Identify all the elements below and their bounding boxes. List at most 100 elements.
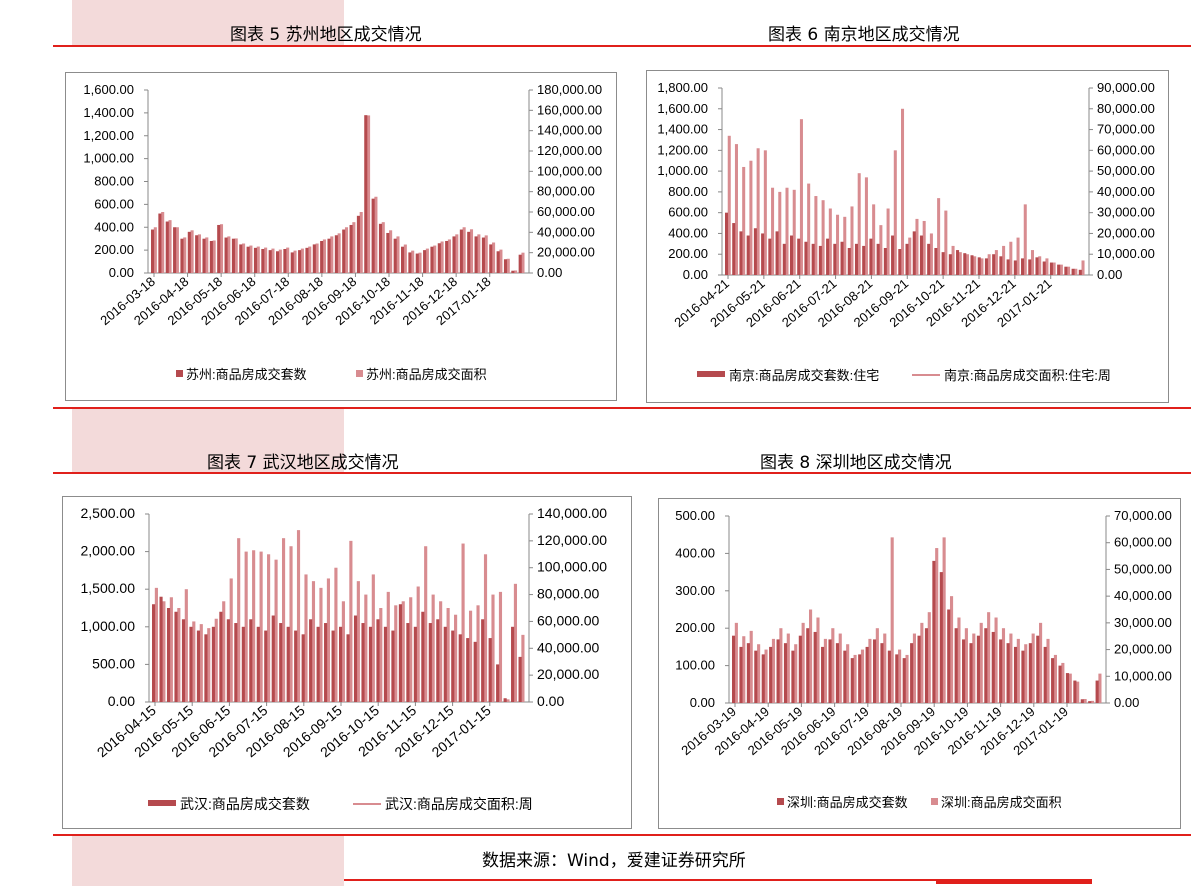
right-tick-label: 120,000.00 — [537, 143, 602, 158]
bar-secondary — [799, 119, 803, 275]
bar-primary — [1057, 264, 1061, 275]
bar-primary — [467, 231, 471, 273]
right-tick-label: 160,000.00 — [537, 102, 602, 117]
bar-secondary — [304, 574, 308, 702]
bar-secondary — [483, 554, 488, 702]
legend-swatch — [697, 371, 725, 377]
bar-secondary — [1061, 662, 1065, 703]
bar-secondary — [227, 236, 231, 273]
bar-primary — [761, 233, 765, 275]
bar-primary — [783, 643, 788, 703]
bar-secondary — [278, 249, 282, 273]
bar-secondary — [1009, 633, 1013, 703]
left-tick-label: 1,600.00 — [83, 82, 134, 97]
bar-primary — [173, 227, 177, 273]
bar-secondary — [381, 222, 385, 273]
bar-secondary — [734, 144, 738, 275]
bar-primary — [428, 623, 432, 702]
bar-primary — [1064, 266, 1068, 275]
right-tick-label: 90,000.00 — [1097, 80, 1155, 95]
bar-secondary — [850, 206, 854, 275]
bar-primary — [518, 254, 522, 273]
bar-primary — [180, 238, 184, 273]
bar-primary — [489, 244, 493, 273]
bar-primary — [239, 244, 243, 273]
left-tick-label: 1,200.00 — [83, 128, 134, 143]
bar-primary — [969, 643, 973, 703]
bar-secondary — [1039, 622, 1043, 703]
bar-secondary — [153, 227, 157, 273]
bar-secondary — [330, 236, 334, 273]
bar-primary — [209, 240, 213, 273]
bar-secondary — [367, 115, 371, 273]
bar-primary — [999, 639, 1003, 703]
bar-secondary — [778, 191, 782, 275]
bar-primary — [466, 638, 470, 702]
bar-secondary — [169, 597, 173, 702]
bar-primary — [298, 250, 302, 273]
right-tick-label: 30,000.00 — [1114, 615, 1172, 630]
bar-secondary — [359, 212, 363, 273]
right-tick-label: 30,000.00 — [1097, 205, 1155, 220]
right-tick-label: 70,000.00 — [1097, 122, 1155, 137]
bar-secondary — [1009, 241, 1013, 275]
bar-secondary — [244, 551, 248, 702]
bar-primary — [436, 619, 440, 702]
middle-title-rule — [53, 472, 1191, 474]
bar-primary — [984, 258, 988, 275]
bar-primary — [256, 626, 260, 702]
bar-primary — [496, 664, 500, 702]
bar-primary — [371, 198, 375, 273]
bar-primary — [948, 254, 952, 275]
bar-primary — [1078, 269, 1082, 275]
bar-secondary — [742, 166, 746, 275]
left-tick-label: 2,000.00 — [81, 543, 136, 559]
bar-primary — [905, 243, 909, 275]
bar-primary — [797, 238, 801, 275]
bar-secondary — [801, 622, 805, 703]
legend-label: 武汉:商品房成交面积:周 — [385, 796, 533, 812]
bar-primary — [286, 626, 290, 702]
bar-primary — [415, 253, 419, 273]
bar-secondary — [300, 248, 304, 273]
right-tick-label: 50,000.00 — [1114, 561, 1172, 576]
bar-secondary — [958, 252, 962, 275]
bar-secondary — [771, 638, 776, 703]
bar-primary — [346, 634, 350, 702]
bar-secondary — [1059, 264, 1063, 275]
left-tick-label: 0.00 — [690, 695, 715, 710]
bar-secondary — [506, 699, 510, 702]
bar-primary — [843, 650, 847, 703]
header-rule — [53, 45, 1191, 47]
bar-secondary — [1016, 638, 1020, 703]
bar-primary — [927, 243, 931, 275]
bar-primary — [776, 639, 780, 703]
bar-secondary — [1081, 260, 1085, 275]
bar-secondary — [161, 212, 165, 273]
bar-primary — [305, 247, 309, 273]
bar-secondary — [349, 540, 353, 702]
left-tick-label: 1,400.00 — [83, 105, 134, 120]
right-tick-label: 40,000.00 — [1097, 184, 1155, 199]
bar-primary — [1028, 259, 1032, 275]
bar-primary — [1073, 680, 1077, 703]
left-tick-label: 1,400.00 — [657, 122, 708, 137]
bar-secondary — [927, 612, 931, 703]
footer-rule — [344, 879, 936, 881]
bar-primary — [166, 608, 171, 702]
bar-primary — [1006, 259, 1010, 275]
bar-primary — [746, 235, 750, 275]
bar-secondary — [742, 636, 746, 703]
bar-primary — [754, 650, 758, 703]
bar-primary — [1021, 650, 1025, 703]
bar-primary — [353, 615, 358, 702]
chart-shenzhen: 0.00 100.00 200.00 300.00 400.00 500.00 0.00 10… — [658, 498, 1181, 829]
bar-primary — [947, 609, 951, 703]
bar-secondary — [809, 609, 813, 703]
bottom-rule — [53, 834, 1191, 836]
bar-primary — [488, 638, 492, 702]
bar-secondary — [957, 617, 961, 703]
bar-primary — [924, 628, 929, 703]
bar-primary — [423, 250, 427, 273]
bar-primary — [821, 646, 825, 703]
